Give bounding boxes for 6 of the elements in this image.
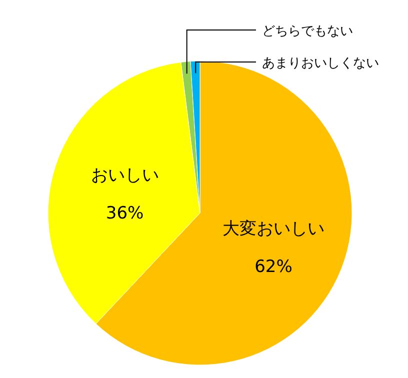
data-label: 62% (254, 257, 292, 278)
slice-label: 大変おいしい (222, 219, 324, 240)
data-label: 36% (106, 204, 144, 224)
slice-label: どちらでもない (262, 24, 353, 39)
slice-label: おいしい (90, 166, 159, 186)
slice-label: あまりおいしくない (262, 56, 379, 71)
